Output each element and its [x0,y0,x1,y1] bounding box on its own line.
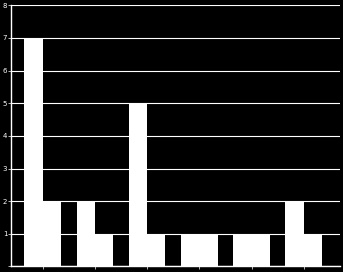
Bar [24,38,43,267]
Bar [95,234,113,267]
Bar [147,234,165,267]
Bar [129,103,147,267]
Bar [304,234,322,267]
Bar [199,234,217,267]
Bar [251,234,270,267]
Bar [233,234,251,267]
Bar [77,201,95,267]
Bar [43,201,61,267]
Bar [181,234,199,267]
Bar [285,201,304,267]
